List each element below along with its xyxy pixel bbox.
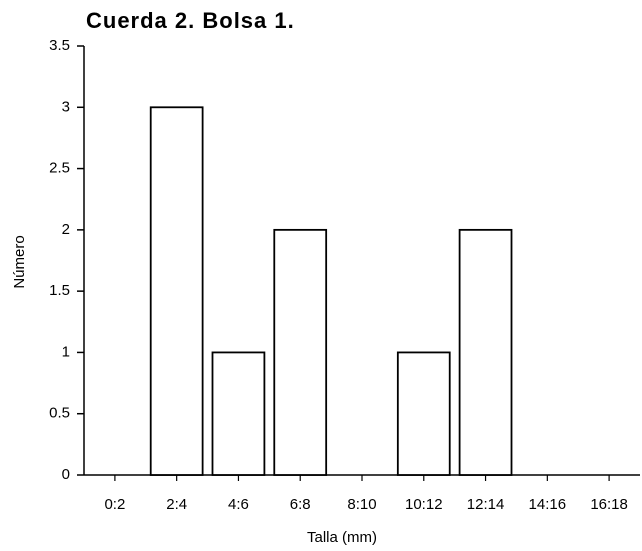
bar [211, 351, 266, 476]
y-tick-label: 0 [62, 466, 70, 483]
x-axis-label: Talla (mm) [307, 529, 377, 546]
y-tick-label: 2.5 [49, 160, 70, 177]
x-tick-label: 6:8 [290, 496, 311, 513]
x-tick-label: 4:6 [228, 496, 249, 513]
x-tick-label: 16:18 [590, 496, 628, 513]
y-tick-label: 0.5 [49, 405, 70, 422]
y-tick-label: 3 [62, 98, 70, 115]
bar [396, 351, 451, 476]
chart-title: Cuerda 2. Bolsa 1. [86, 8, 295, 33]
y-axis-label: Número [11, 235, 28, 288]
bar [273, 228, 328, 476]
x-tick-label: 10:12 [405, 496, 443, 513]
bar [149, 106, 204, 476]
y-tick-label: 1 [62, 343, 70, 360]
x-tick-label: 12:14 [467, 496, 505, 513]
y-tick-label: 1.5 [49, 282, 70, 299]
x-tick-label: 0:2 [104, 496, 125, 513]
y-tick-label: 2 [62, 221, 70, 238]
x-tick-label: 2:4 [166, 496, 187, 513]
y-tick-label: 3.5 [49, 37, 70, 54]
bar [458, 228, 513, 476]
x-tick-label: 14:16 [529, 496, 567, 513]
x-tick-label: 8:10 [347, 496, 376, 513]
